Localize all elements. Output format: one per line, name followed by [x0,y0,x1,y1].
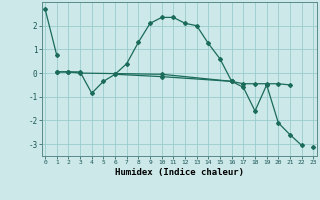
X-axis label: Humidex (Indice chaleur): Humidex (Indice chaleur) [115,168,244,177]
